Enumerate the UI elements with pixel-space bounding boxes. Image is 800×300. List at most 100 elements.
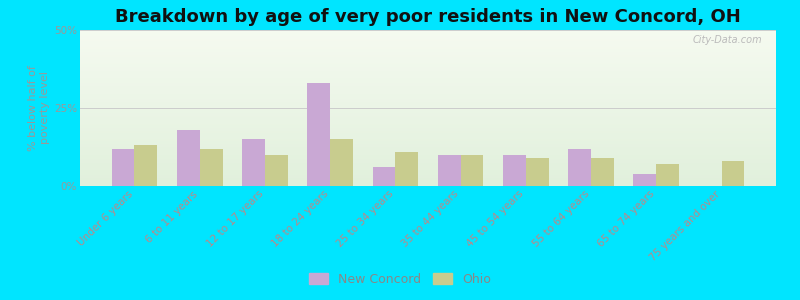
Bar — [80, 161, 776, 163]
Bar — [80, 80, 776, 82]
Bar — [80, 144, 776, 146]
Bar — [80, 36, 776, 38]
Bar — [80, 105, 776, 106]
Bar — [80, 53, 776, 55]
Bar — [80, 130, 776, 131]
Bar — [80, 113, 776, 114]
Bar — [200, 148, 222, 186]
Bar — [80, 122, 776, 124]
Bar — [177, 130, 200, 186]
Bar — [80, 35, 776, 36]
Y-axis label: % below half of
poverty level: % below half of poverty level — [28, 65, 50, 151]
Bar — [80, 68, 776, 69]
Bar — [461, 155, 483, 186]
Bar — [80, 147, 776, 148]
Bar — [80, 134, 776, 136]
Bar — [80, 121, 776, 122]
Bar — [80, 127, 776, 128]
Title: Breakdown by age of very poor residents in New Concord, OH: Breakdown by age of very poor residents … — [115, 8, 741, 26]
Bar — [80, 94, 776, 95]
Bar — [80, 64, 776, 66]
Bar — [80, 41, 776, 43]
Bar — [80, 150, 776, 152]
Bar — [80, 30, 776, 31]
Bar — [80, 86, 776, 88]
Bar — [80, 69, 776, 70]
Bar — [80, 153, 776, 155]
Bar — [656, 164, 679, 186]
Bar — [80, 158, 776, 160]
Bar — [80, 66, 776, 68]
Bar — [80, 89, 776, 91]
Bar — [80, 49, 776, 50]
Bar — [80, 70, 776, 72]
Bar — [80, 58, 776, 60]
Bar — [80, 139, 776, 141]
Bar — [373, 167, 395, 186]
Bar — [80, 55, 776, 56]
Bar — [80, 32, 776, 33]
Bar — [80, 167, 776, 169]
Bar — [80, 75, 776, 77]
Bar — [80, 38, 776, 39]
Bar — [80, 183, 776, 184]
Bar — [503, 155, 526, 186]
Bar — [80, 141, 776, 142]
Bar — [80, 60, 776, 61]
Bar — [80, 43, 776, 44]
Bar — [80, 152, 776, 153]
Bar — [80, 103, 776, 105]
Bar — [80, 177, 776, 178]
Bar — [80, 100, 776, 102]
Bar — [80, 184, 776, 186]
Bar — [80, 83, 776, 85]
Bar — [80, 117, 776, 119]
Bar — [526, 158, 549, 186]
Bar — [80, 95, 776, 97]
Bar — [330, 139, 353, 186]
Bar — [80, 111, 776, 113]
Bar — [80, 85, 776, 86]
Bar — [80, 61, 776, 63]
Bar — [80, 160, 776, 161]
Bar — [80, 142, 776, 144]
Bar — [80, 47, 776, 49]
Bar — [80, 91, 776, 92]
Bar — [80, 170, 776, 172]
Bar — [80, 108, 776, 110]
Bar — [80, 88, 776, 89]
Bar — [80, 33, 776, 35]
Bar — [722, 161, 744, 186]
Bar — [80, 78, 776, 80]
Bar — [591, 158, 614, 186]
Bar — [80, 116, 776, 117]
Bar — [80, 131, 776, 133]
Bar — [80, 175, 776, 177]
Bar — [80, 77, 776, 78]
Bar — [80, 52, 776, 53]
Bar — [265, 155, 288, 186]
Bar — [80, 166, 776, 167]
Bar — [80, 156, 776, 158]
Bar — [438, 155, 461, 186]
Bar — [80, 169, 776, 170]
Bar — [80, 92, 776, 94]
Bar — [634, 173, 656, 186]
Bar — [80, 173, 776, 175]
Bar — [80, 110, 776, 111]
Bar — [80, 119, 776, 121]
Bar — [80, 133, 776, 134]
Bar — [80, 124, 776, 125]
Bar — [307, 83, 330, 186]
Bar — [80, 102, 776, 103]
Bar — [80, 39, 776, 41]
Bar — [568, 148, 591, 186]
Bar — [80, 82, 776, 83]
Bar — [242, 139, 265, 186]
Bar — [80, 74, 776, 75]
Bar — [80, 63, 776, 64]
Bar — [80, 138, 776, 139]
Bar — [80, 172, 776, 173]
Bar — [80, 180, 776, 181]
Bar — [395, 152, 418, 186]
